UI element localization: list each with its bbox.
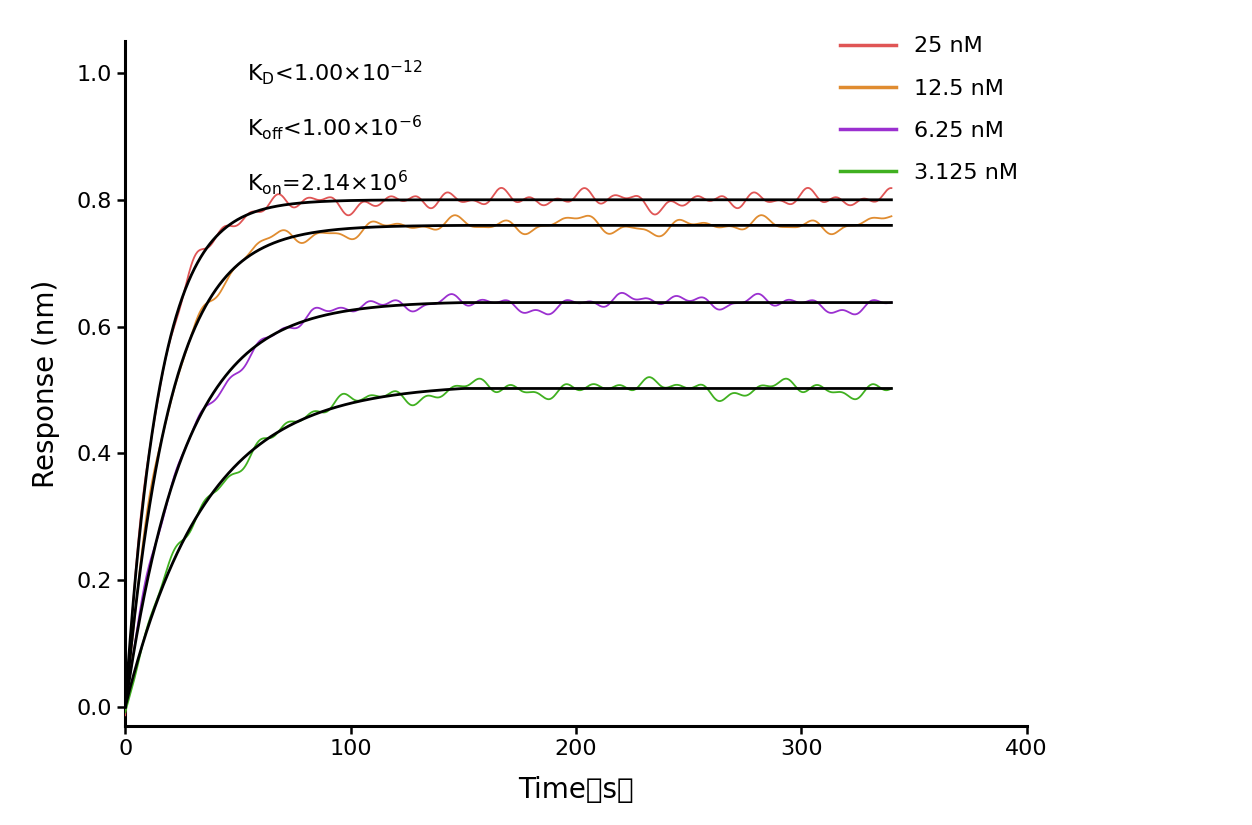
12.5 nM: [427, 224, 442, 234]
6.25 nM: [118, 703, 133, 713]
Line: 25 nM: 25 nM: [125, 188, 891, 715]
Line: 12.5 nM: 12.5 nM: [125, 215, 891, 710]
25 nM: [195, 244, 210, 254]
12.5 nM: [884, 211, 899, 221]
3.125 nM: [884, 384, 899, 394]
6.25 nM: [456, 298, 471, 308]
3.125 nM: [641, 372, 656, 382]
6.25 nM: [884, 297, 899, 307]
3.125 nM: [427, 392, 442, 402]
12.5 nM: [456, 214, 471, 224]
12.5 nM: [118, 705, 133, 715]
25 nM: [456, 197, 471, 207]
25 nM: [729, 203, 744, 213]
3.125 nM: [118, 707, 133, 717]
Y-axis label: Response (nm): Response (nm): [31, 280, 60, 488]
6.25 nM: [427, 299, 442, 309]
3.125 nM: [716, 394, 731, 404]
12.5 nM: [729, 223, 744, 233]
6.25 nM: [195, 403, 210, 413]
3.125 nM: [645, 373, 660, 383]
25 nM: [644, 208, 659, 218]
12.5 nM: [754, 210, 769, 220]
25 nM: [715, 191, 730, 201]
Legend: 25 nM, 12.5 nM, 6.25 nM, 3.125 nM: 25 nM, 12.5 nM, 6.25 nM, 3.125 nM: [831, 27, 1027, 192]
X-axis label: Time（s）: Time（s）: [518, 776, 634, 804]
3.125 nM: [730, 389, 745, 398]
3.125 nM: [456, 381, 471, 391]
Line: 6.25 nM: 6.25 nM: [125, 293, 891, 708]
12.5 nM: [644, 228, 659, 238]
25 nM: [884, 183, 899, 193]
6.25 nM: [615, 288, 630, 298]
6.25 nM: [730, 298, 745, 308]
Text: K$_\mathrm{off}$<1.00×10$^{-6}$: K$_\mathrm{off}$<1.00×10$^{-6}$: [247, 113, 422, 142]
25 nM: [118, 710, 133, 720]
Text: K$_\mathrm{on}$=2.14×10$^{6}$: K$_\mathrm{on}$=2.14×10$^{6}$: [247, 168, 408, 196]
6.25 nM: [716, 304, 731, 314]
Line: 3.125 nM: 3.125 nM: [125, 377, 891, 712]
Text: K$_\mathrm{D}$<1.00×10$^{-12}$: K$_\mathrm{D}$<1.00×10$^{-12}$: [247, 59, 423, 87]
12.5 nM: [195, 301, 210, 311]
3.125 nM: [195, 497, 210, 507]
25 nM: [800, 183, 815, 193]
25 nM: [427, 201, 442, 211]
12.5 nM: [715, 222, 730, 232]
6.25 nM: [645, 295, 660, 305]
